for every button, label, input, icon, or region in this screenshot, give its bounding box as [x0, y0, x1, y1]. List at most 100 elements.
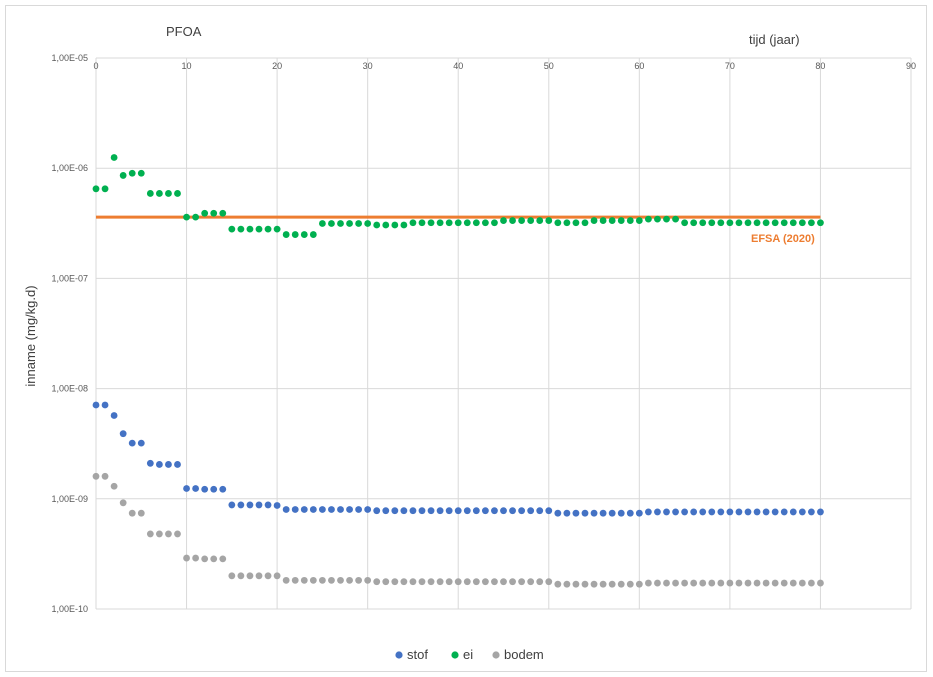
- data-point-bodem: [228, 572, 236, 580]
- data-point-bodem: [155, 530, 163, 538]
- data-point-ei: [509, 217, 516, 224]
- data-point-bodem: [608, 580, 616, 588]
- data-point-stof: [165, 461, 172, 468]
- data-point-stof: [735, 508, 743, 516]
- data-point-bodem: [509, 578, 516, 586]
- data-point-stof: [192, 485, 200, 492]
- data-point-ei: [282, 231, 290, 238]
- legend-label-stof: stof: [407, 647, 428, 662]
- legend-marker-bodem: [492, 651, 500, 659]
- data-point-bodem: [481, 578, 489, 586]
- data-point-stof: [291, 506, 299, 513]
- data-point-bodem: [291, 576, 299, 584]
- chart-title: PFOA: [166, 24, 202, 39]
- data-point-stof: [454, 507, 462, 515]
- data-point-bodem: [744, 579, 752, 587]
- legend-label-ei: ei: [463, 647, 473, 662]
- data-point-bodem: [364, 576, 372, 584]
- data-point-bodem: [219, 555, 227, 563]
- data-point-bodem: [400, 578, 408, 586]
- data-point-stof: [436, 507, 444, 515]
- data-point-stof: [744, 508, 752, 516]
- data-point-ei: [654, 215, 661, 223]
- data-point-bodem: [427, 578, 435, 586]
- x-tick-label: 0: [93, 61, 98, 71]
- y-tick-label: 1,00E-10: [51, 604, 88, 614]
- data-point-ei: [491, 219, 498, 227]
- data-point-stof: [264, 501, 272, 509]
- data-point-bodem: [192, 554, 200, 562]
- data-point-bodem: [581, 580, 589, 588]
- data-point-bodem: [699, 579, 707, 587]
- data-point-bodem: [717, 579, 725, 587]
- data-point-bodem: [798, 579, 806, 587]
- data-point-bodem: [101, 472, 109, 480]
- data-point-ei: [454, 219, 462, 227]
- data-point-ei: [328, 220, 335, 227]
- data-point-ei: [364, 220, 372, 227]
- data-point-ei: [663, 215, 670, 223]
- data-point-ei: [780, 219, 788, 227]
- data-point-stof: [581, 509, 589, 517]
- data-point-bodem: [92, 472, 100, 480]
- data-point-ei: [708, 219, 716, 227]
- data-point-ei: [554, 219, 562, 227]
- data-point-bodem: [545, 578, 553, 586]
- data-point-stof: [726, 508, 734, 516]
- data-point-stof: [119, 430, 127, 438]
- data-point-stof: [155, 461, 163, 468]
- data-point-stof: [599, 509, 607, 517]
- data-point-stof: [500, 507, 507, 515]
- data-point-ei: [309, 231, 317, 238]
- data-point-ei: [726, 219, 734, 227]
- data-point-stof: [590, 509, 598, 517]
- data-point-stof: [391, 507, 399, 515]
- data-point-ei: [337, 220, 344, 227]
- y-tick-label: 1,00E-05: [51, 53, 88, 63]
- data-point-stof: [681, 508, 689, 516]
- data-point-bodem: [300, 576, 308, 584]
- data-point-stof: [789, 508, 797, 516]
- data-point-stof: [228, 501, 236, 509]
- data-point-stof: [518, 507, 526, 515]
- data-point-bodem: [201, 555, 209, 563]
- data-point-ei: [237, 225, 245, 233]
- data-point-ei: [527, 217, 535, 224]
- data-point-bodem: [418, 578, 426, 586]
- data-point-ei: [300, 231, 308, 238]
- data-point-stof: [563, 509, 571, 517]
- legend-label-bodem: bodem: [504, 647, 544, 662]
- data-point-bodem: [807, 579, 815, 587]
- data-point-ei: [228, 225, 236, 233]
- data-point-bodem: [237, 572, 245, 580]
- data-point-stof: [409, 507, 417, 515]
- data-point-bodem: [318, 576, 326, 584]
- data-point-ei: [210, 209, 218, 217]
- data-point-stof: [201, 485, 209, 493]
- x-tick-label: 40: [453, 61, 463, 71]
- data-point-bodem: [500, 578, 507, 586]
- data-point-stof: [246, 501, 254, 509]
- data-point-stof: [237, 501, 245, 509]
- data-point-ei: [400, 221, 408, 229]
- data-point-bodem: [273, 572, 281, 580]
- data-point-ei: [92, 185, 100, 193]
- data-point-stof: [554, 509, 562, 517]
- data-point-bodem: [590, 580, 598, 588]
- data-point-bodem: [635, 580, 643, 588]
- data-point-bodem: [527, 578, 535, 586]
- data-point-stof: [545, 507, 553, 515]
- data-point-stof: [400, 507, 408, 515]
- data-point-bodem: [210, 555, 218, 563]
- data-point-bodem: [536, 578, 544, 586]
- data-point-ei: [101, 185, 109, 193]
- data-point-stof: [328, 506, 335, 513]
- data-point-ei: [681, 219, 689, 227]
- data-point-ei: [472, 219, 480, 227]
- data-point-ei: [599, 217, 607, 224]
- data-point-ei: [699, 219, 707, 227]
- legend-marker-stof: [395, 651, 403, 659]
- data-point-bodem: [599, 580, 607, 588]
- data-point-bodem: [572, 580, 580, 588]
- data-point-stof: [491, 507, 498, 515]
